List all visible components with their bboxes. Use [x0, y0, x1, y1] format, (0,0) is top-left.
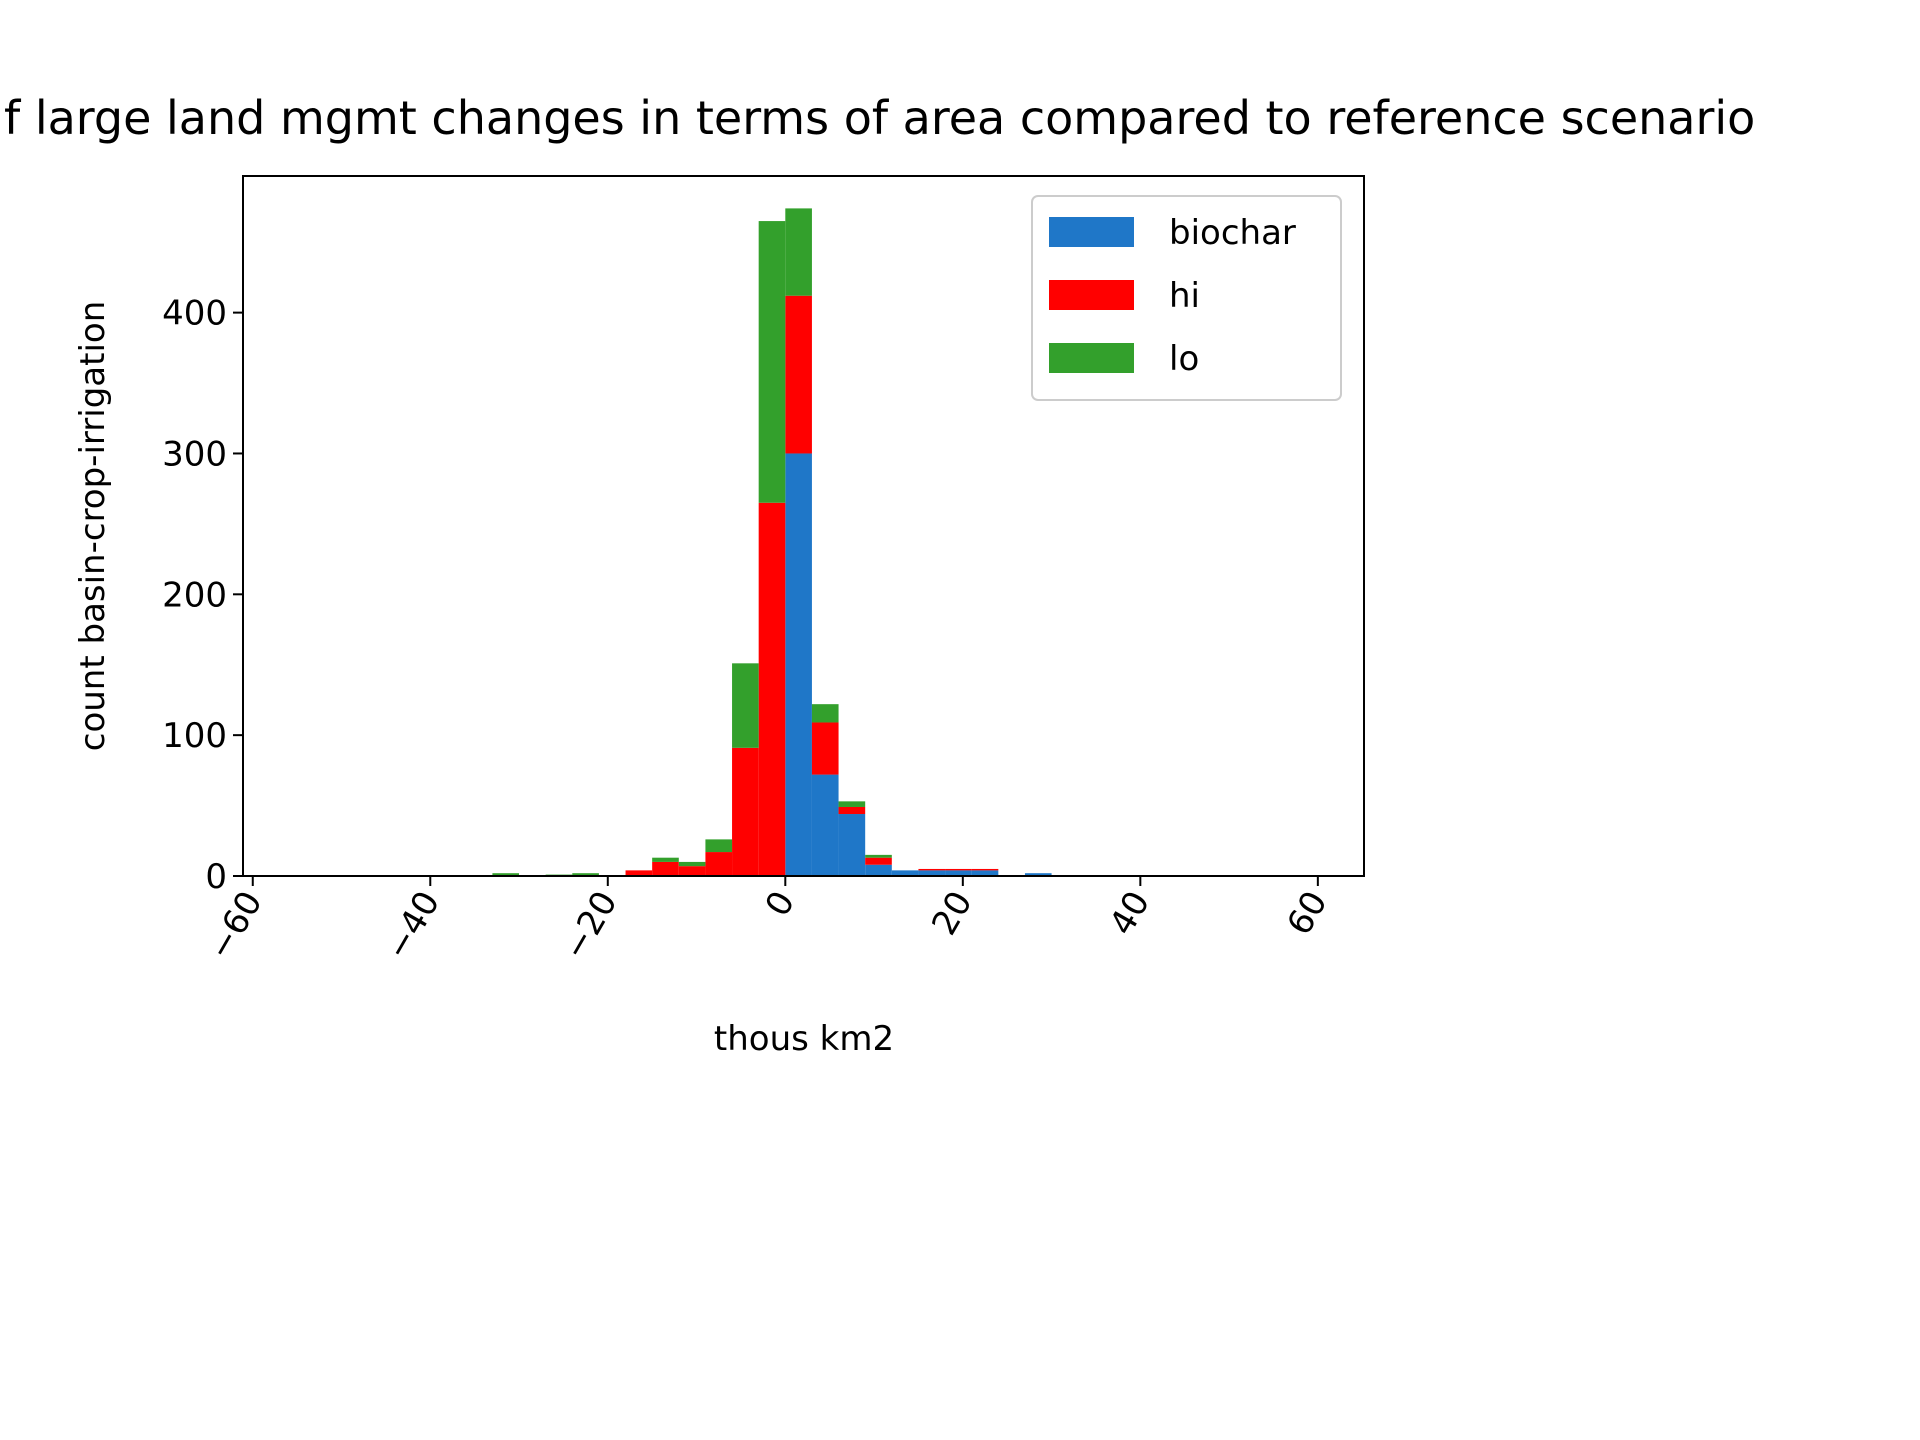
x-tick-label: 40 — [1102, 885, 1158, 942]
bar — [838, 814, 866, 876]
bar — [678, 861, 706, 867]
y-axis-label: count basin-crop-irrigation — [73, 301, 113, 752]
bar — [865, 854, 892, 858]
bar — [838, 801, 866, 807]
bar — [705, 852, 733, 876]
y-tick-label: 0 — [205, 857, 227, 897]
x-tick-label: 20 — [924, 885, 980, 942]
y-tick-label: 300 — [162, 434, 227, 474]
bar — [652, 857, 679, 862]
x-tick-label: 0 — [758, 885, 803, 924]
bar — [732, 747, 759, 876]
bar — [785, 295, 812, 454]
bar — [891, 870, 919, 876]
bar — [652, 861, 679, 876]
bar — [945, 868, 972, 871]
legend-swatch — [1049, 280, 1134, 310]
bar — [971, 868, 999, 871]
bar — [865, 857, 892, 865]
legend-label: lo — [1169, 339, 1199, 379]
bar — [785, 453, 812, 876]
legend-label: biochar — [1169, 213, 1296, 253]
plot-frame — [242, 175, 1365, 877]
bar — [945, 870, 972, 876]
bar — [678, 866, 706, 876]
bar — [572, 873, 599, 876]
bar — [838, 806, 866, 815]
bar — [918, 868, 946, 871]
legend-label: hi — [1169, 276, 1200, 316]
chart-title: f large land mgmt changes in terms of ar… — [4, 91, 1755, 145]
bar — [785, 208, 812, 296]
x-axis-label: thous km2 — [714, 1019, 894, 1059]
bar — [1024, 873, 1052, 876]
x-tick-label: −40 — [378, 885, 449, 967]
y-tick-label: 400 — [162, 294, 227, 334]
bar — [625, 870, 653, 876]
x-tick-label: 60 — [1279, 885, 1335, 942]
legend-swatch — [1049, 343, 1134, 373]
bar — [492, 873, 520, 876]
y-tick-label: 200 — [162, 575, 227, 615]
bar — [705, 839, 733, 853]
bar — [811, 774, 839, 876]
legend-swatch — [1049, 217, 1134, 247]
bar — [865, 864, 892, 876]
bar — [732, 663, 759, 748]
bar — [811, 704, 839, 723]
bar — [758, 221, 786, 503]
bar — [971, 870, 999, 876]
y-tick-label: 100 — [162, 716, 227, 756]
bar — [918, 870, 946, 876]
x-tick-label: −20 — [555, 885, 626, 967]
bar — [811, 722, 839, 775]
bar — [758, 502, 786, 876]
